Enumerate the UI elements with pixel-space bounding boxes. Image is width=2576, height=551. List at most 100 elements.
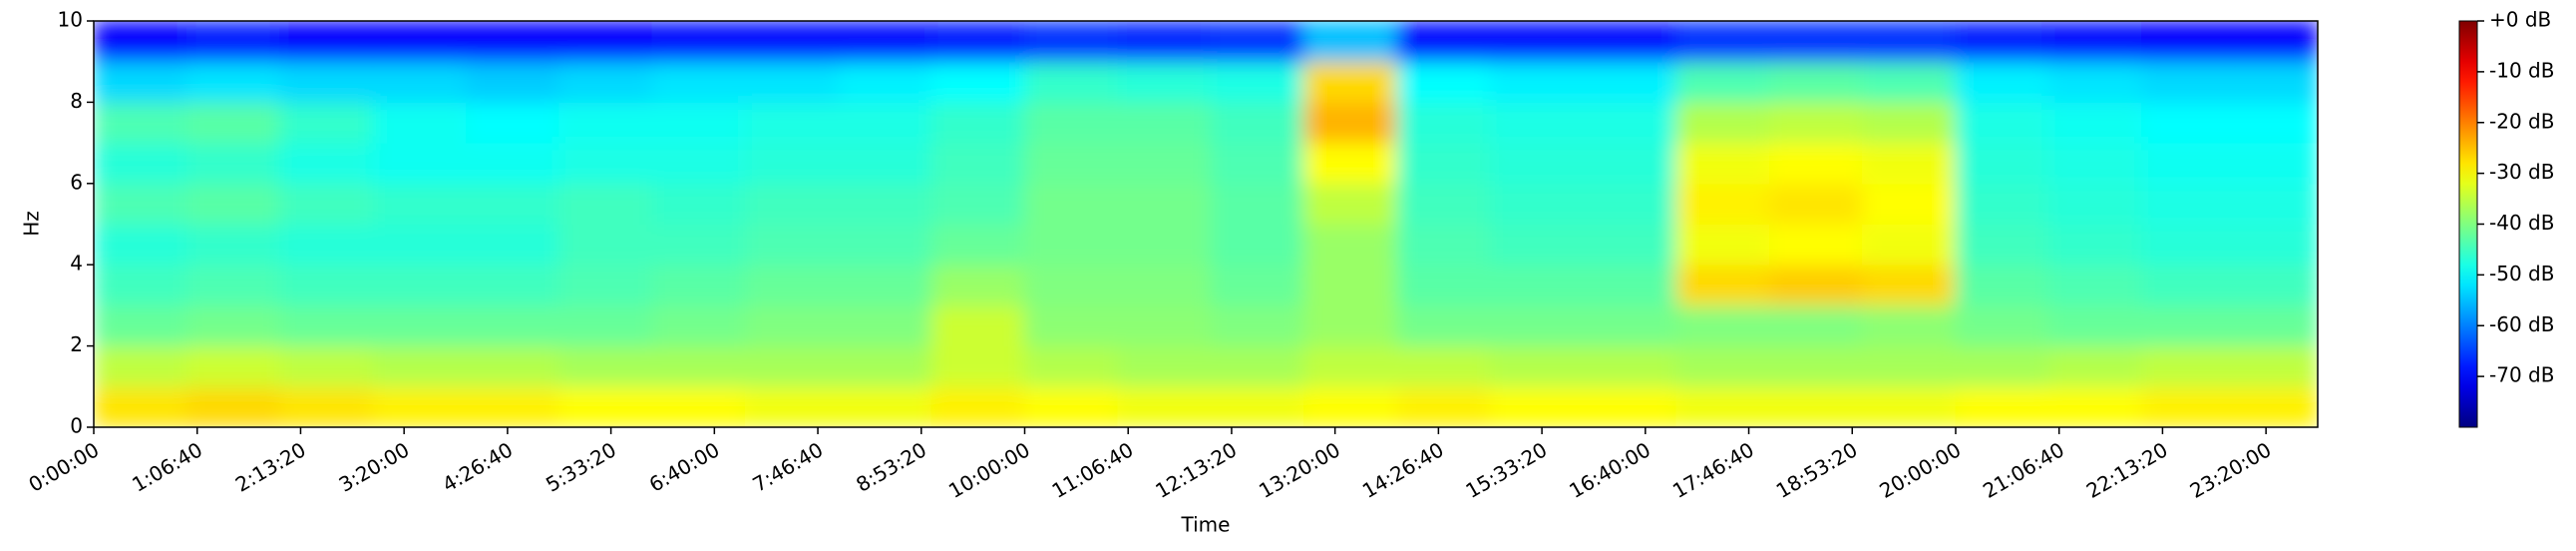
y-tick-label: 4 <box>70 252 83 276</box>
spectrogram-cell <box>558 61 653 103</box>
spectrogram-cell <box>838 304 932 347</box>
spectrogram-cell <box>1023 224 1119 266</box>
spectrogram-cell <box>1210 385 1305 427</box>
spectrogram-cell <box>1768 101 1864 144</box>
spectrogram-cell <box>1675 142 1770 185</box>
spectrogram-cell <box>1583 61 1677 103</box>
spectrogram-cell <box>94 61 187 103</box>
spectrogram-cell <box>1862 142 1957 185</box>
spectrogram-cell <box>1489 345 1585 387</box>
spectrogram-cell <box>1583 345 1677 387</box>
spectrogram-cell <box>372 385 467 427</box>
spectrogram-cell <box>558 21 653 63</box>
spectrogram-cell <box>1583 385 1677 427</box>
spectrogram-cell <box>1396 224 1491 266</box>
spectrogram-cell <box>279 304 374 347</box>
spectrogram-cell <box>1023 142 1119 185</box>
spectrogram-cell <box>1955 345 2049 387</box>
spectrogram-cell <box>1862 304 1957 347</box>
spectrogram-cell <box>465 224 560 266</box>
spectrogram-cell <box>1117 61 1212 103</box>
spectrogram-cell <box>2234 304 2318 347</box>
spectrogram-cell <box>279 264 374 306</box>
spectrogram-cell <box>2047 183 2143 225</box>
spectrogram-cell <box>1583 224 1677 266</box>
spectrogram-cell <box>2141 61 2236 103</box>
colorbar-tick-label: -50 dB <box>2489 262 2554 285</box>
spectrogram-cell <box>1583 142 1677 185</box>
spectrogram-cell <box>2047 61 2143 103</box>
spectrogram-cell <box>372 142 467 185</box>
spectrogram-cell <box>558 385 653 427</box>
spectrogram-cell <box>1862 224 1957 266</box>
spectrogram-cell <box>279 61 374 103</box>
spectrogram-cell <box>94 345 187 387</box>
spectrogram-cell <box>2047 385 2143 427</box>
spectrogram-cell <box>651 183 746 225</box>
x-tick-label: 16:40:00 <box>1565 437 1655 503</box>
spectrogram-cell <box>372 345 467 387</box>
spectrogram-cell <box>558 224 653 266</box>
spectrogram-cell <box>744 385 840 427</box>
spectrogram-cell <box>465 61 560 103</box>
x-tick-label: 7:46:40 <box>749 437 828 496</box>
spectrogram-cell <box>2141 183 2236 225</box>
spectrogram-cell <box>1862 264 1957 306</box>
spectrogram-cell <box>1117 183 1212 225</box>
spectrogram-cell <box>2141 21 2236 63</box>
spectrogram-cell <box>1862 385 1957 427</box>
spectrogram-cell <box>1955 101 2049 144</box>
spectrogram-cell <box>1768 224 1864 266</box>
spectrogram-cell <box>1117 304 1212 347</box>
spectrogram-cell <box>1955 61 2049 103</box>
spectrogram-cell <box>838 224 932 266</box>
spectrogram-cell <box>558 264 653 306</box>
spectrogram-cell <box>279 385 374 427</box>
spectrogram-cell <box>930 183 1025 225</box>
spectrogram-cell <box>651 264 746 306</box>
spectrogram-cell <box>744 304 840 347</box>
spectrogram-cell <box>930 224 1025 266</box>
colorbar-tick-label: -40 dB <box>2489 211 2554 235</box>
x-tick-label: 10:00:00 <box>944 437 1034 503</box>
spectrogram-cell <box>1955 21 2049 63</box>
spectrogram-cell <box>94 385 187 427</box>
spectrogram-cell <box>2234 264 2318 306</box>
spectrogram-cell <box>185 264 281 306</box>
spectrogram-cell <box>1862 21 1957 63</box>
spectrogram-cell <box>2141 345 2236 387</box>
spectrogram-cell <box>1303 142 1398 185</box>
spectrogram-cell <box>1210 142 1305 185</box>
spectrogram-cell <box>465 264 560 306</box>
spectrogram-cell <box>1862 345 1957 387</box>
spectrogram-cell <box>930 142 1025 185</box>
spectrogram-cell <box>838 264 932 306</box>
spectrogram-cell <box>1675 101 1770 144</box>
spectrogram-cell <box>1955 304 2049 347</box>
spectrogram-cell <box>1489 385 1585 427</box>
spectrogram-cell <box>1396 264 1491 306</box>
spectrogram-cell <box>744 224 840 266</box>
spectrogram-cell <box>372 101 467 144</box>
spectrogram-cell <box>465 142 560 185</box>
spectrogram-cell <box>1396 183 1491 225</box>
colorbar-tick-label: -20 dB <box>2489 109 2554 133</box>
spectrogram-cell <box>651 224 746 266</box>
spectrogram-cell <box>1023 101 1119 144</box>
spectrogram-cell <box>1675 345 1770 387</box>
spectrogram-cell <box>651 21 746 63</box>
spectrogram-cell <box>465 345 560 387</box>
spectrogram-cell <box>1396 21 1491 63</box>
spectrogram-cell <box>1210 345 1305 387</box>
spectrogram-cell <box>2047 101 2143 144</box>
spectrogram-cell <box>1768 183 1864 225</box>
spectrogram-cell <box>1396 304 1491 347</box>
colorbar-tick-label: +0 dB <box>2489 8 2551 32</box>
spectrogram-cell <box>1489 264 1585 306</box>
spectrogram-cell <box>1303 304 1398 347</box>
x-axis-label: Time <box>1181 513 1231 537</box>
x-tick-label: 5:33:20 <box>542 437 620 496</box>
spectrogram-cell <box>94 21 187 63</box>
colorbar-tick-label: -30 dB <box>2489 160 2554 184</box>
spectrogram-cell <box>185 385 281 427</box>
